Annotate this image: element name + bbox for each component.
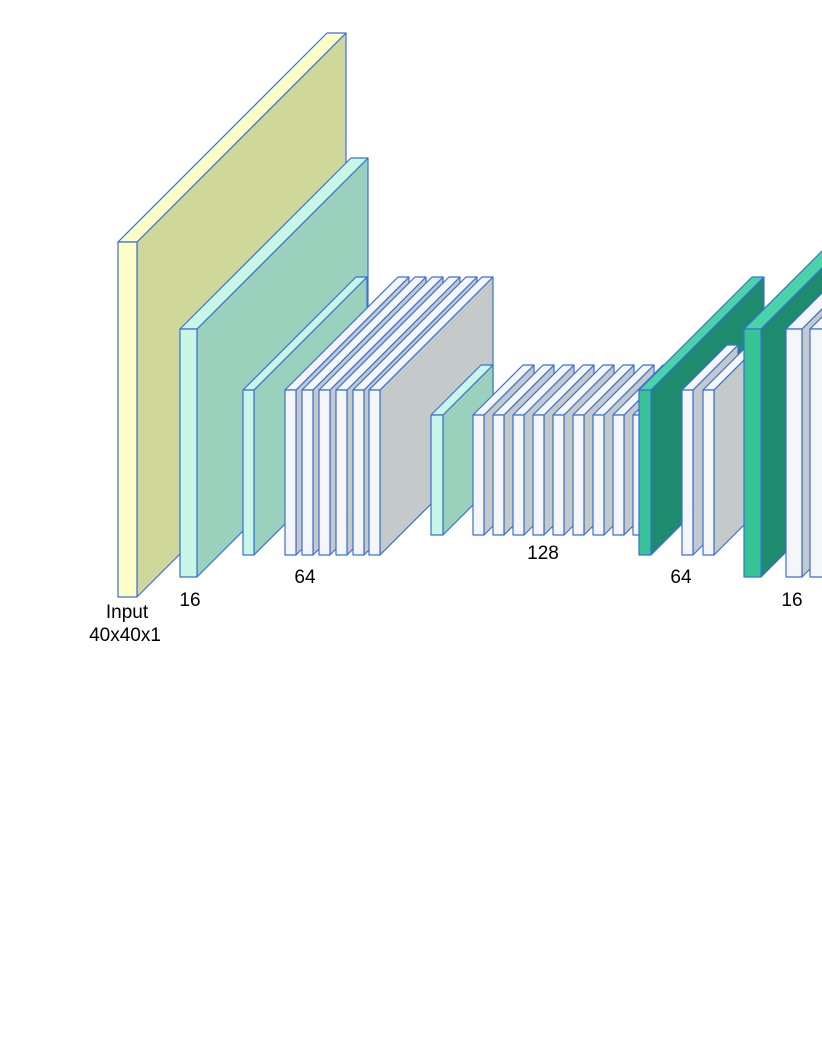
block-front	[612, 414, 625, 536]
block-front	[284, 389, 297, 556]
block-front	[179, 328, 198, 578]
block-label: 64	[670, 567, 692, 588]
block-front	[638, 389, 652, 556]
block-front	[809, 328, 822, 578]
block-front	[512, 414, 525, 536]
block-front	[430, 414, 444, 536]
block-label: 16	[179, 590, 200, 611]
block-front	[492, 414, 505, 536]
block-front	[532, 414, 545, 536]
block-front	[592, 414, 605, 536]
block-label: 64	[294, 567, 316, 588]
block-front	[352, 389, 365, 556]
layer-blocks	[117, 32, 822, 598]
block-front	[472, 414, 485, 536]
block-front	[318, 389, 331, 556]
block-front	[702, 389, 715, 556]
block-front	[552, 414, 565, 536]
block-front	[572, 414, 585, 536]
input-shape-label: 40x40x1	[89, 625, 161, 646]
block-front	[681, 389, 694, 556]
block-front	[785, 328, 803, 578]
input-label: Input	[106, 602, 149, 623]
block-front	[335, 389, 348, 556]
block-label: 16	[781, 590, 802, 611]
block-front	[743, 328, 762, 578]
block-front	[301, 389, 314, 556]
block-front	[117, 241, 138, 598]
block-front	[368, 389, 381, 556]
block-label: 128	[527, 543, 559, 564]
block-front	[242, 389, 255, 556]
